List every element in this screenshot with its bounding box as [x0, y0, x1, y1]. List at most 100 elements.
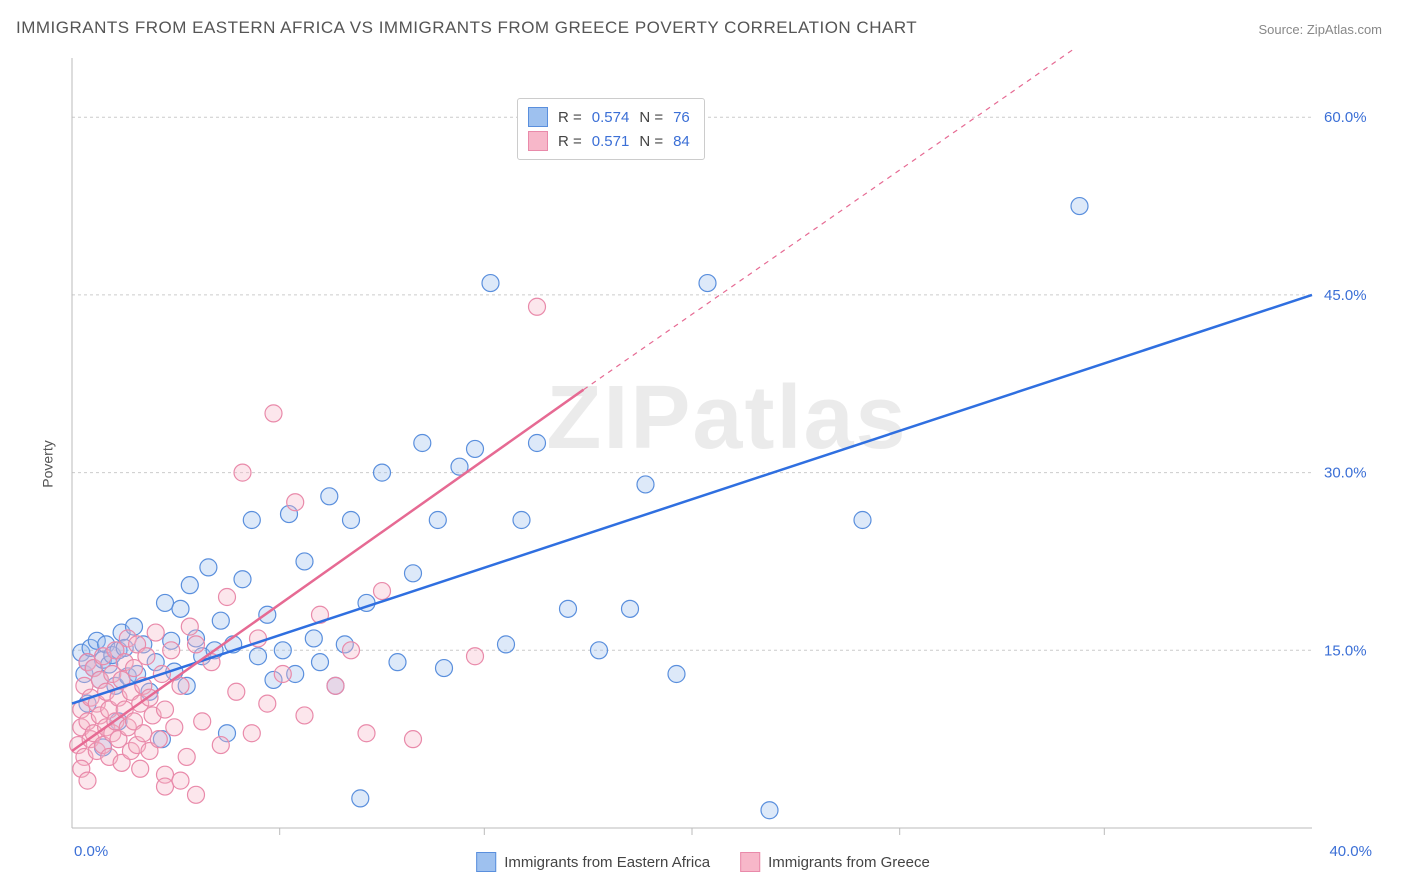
scatter-marker: [265, 405, 282, 422]
scatter-points: [70, 198, 1088, 819]
scatter-marker: [513, 512, 530, 529]
scatter-marker: [243, 512, 260, 529]
scatter-marker: [212, 612, 229, 629]
scatter-marker: [482, 275, 499, 292]
scatter-marker: [200, 559, 217, 576]
scatter-marker: [135, 725, 152, 742]
scatter-marker: [429, 512, 446, 529]
scatter-marker: [147, 624, 164, 641]
swatch-bottom-1: [476, 852, 496, 872]
svg-text:30.0%: 30.0%: [1324, 465, 1367, 482]
swatch-series-2: [528, 131, 548, 151]
scatter-marker: [234, 571, 251, 588]
scatter-marker: [560, 600, 577, 617]
scatter-marker: [343, 512, 360, 529]
scatter-marker: [166, 719, 183, 736]
legend-label-1: Immigrants from Eastern Africa: [504, 854, 710, 871]
scatter-marker: [699, 275, 716, 292]
scatter-marker: [498, 636, 515, 653]
scatter-marker: [194, 713, 211, 730]
scatter-marker: [1071, 198, 1088, 215]
svg-text:0.0%: 0.0%: [74, 843, 108, 860]
scatter-marker: [138, 648, 155, 665]
svg-text:15.0%: 15.0%: [1324, 642, 1367, 659]
trend-line: [72, 390, 584, 751]
chart-container: Poverty ZIPatlas 15.0% 30.0% 45.0% 60.0% 0.0…: [12, 48, 1394, 880]
scatter-marker: [374, 464, 391, 481]
swatch-bottom-2: [740, 852, 760, 872]
tick-labels: 15.0% 30.0% 45.0% 60.0% 0.0% 40.0%: [74, 109, 1372, 860]
svg-text:45.0%: 45.0%: [1324, 287, 1367, 304]
scatter-marker: [637, 476, 654, 493]
scatter-marker: [212, 737, 229, 754]
scatter-marker: [296, 553, 313, 570]
r-value-2: 0.571: [592, 133, 630, 150]
watermark: ZIPatlas: [546, 368, 907, 468]
scatter-marker: [181, 577, 198, 594]
scatter-marker: [358, 725, 375, 742]
scatter-marker: [389, 654, 406, 671]
scatter-marker: [243, 725, 260, 742]
scatter-marker: [414, 435, 431, 452]
scatter-marker: [467, 648, 484, 665]
scatter-marker: [312, 654, 329, 671]
svg-text:60.0%: 60.0%: [1324, 109, 1367, 126]
scatter-marker: [228, 683, 245, 700]
stats-legend-row-2: R = 0.571 N = 84: [528, 129, 690, 153]
scatter-marker: [163, 642, 180, 659]
scatter-marker: [352, 790, 369, 807]
swatch-series-1: [528, 107, 548, 127]
scatter-marker: [234, 464, 251, 481]
scatter-marker: [250, 648, 267, 665]
scatter-marker: [157, 701, 174, 718]
scatter-marker: [321, 488, 338, 505]
scatter-marker: [529, 435, 546, 452]
scatter-marker: [219, 589, 236, 606]
scatter-marker: [622, 600, 639, 617]
scatter-marker: [467, 440, 484, 457]
y-axis-label: Poverty: [40, 440, 56, 487]
scatter-marker: [172, 600, 189, 617]
n-label: N =: [639, 109, 663, 126]
scatter-marker: [405, 731, 422, 748]
scatter-marker: [178, 748, 195, 765]
scatter-marker: [157, 778, 174, 795]
n-value-1: 76: [673, 109, 690, 126]
scatter-marker: [274, 666, 291, 683]
scatter-marker: [150, 731, 167, 748]
scatter-marker: [305, 630, 322, 647]
scatter-marker: [79, 772, 96, 789]
scatter-marker: [274, 642, 291, 659]
scatter-marker: [296, 707, 313, 724]
scatter-marker: [405, 565, 422, 582]
n-value-2: 84: [673, 133, 690, 150]
legend-item-1: Immigrants from Eastern Africa: [476, 852, 710, 872]
r-label: R =: [558, 133, 582, 150]
scatter-marker: [761, 802, 778, 819]
r-value-1: 0.574: [592, 109, 630, 126]
scatter-marker: [436, 660, 453, 677]
source-attribution: Source: ZipAtlas.com: [1258, 22, 1382, 37]
trend-line: [72, 295, 1312, 704]
scatter-marker: [343, 642, 360, 659]
svg-text:40.0%: 40.0%: [1329, 843, 1372, 860]
scatter-marker: [172, 772, 189, 789]
scatter-marker: [181, 618, 198, 635]
scatter-marker: [188, 636, 205, 653]
scatter-marker: [259, 695, 276, 712]
scatter-marker: [374, 583, 391, 600]
r-label: R =: [558, 109, 582, 126]
n-label: N =: [639, 133, 663, 150]
stats-legend: R = 0.574 N = 76 R = 0.571 N = 84: [517, 98, 705, 160]
scatter-marker: [591, 642, 608, 659]
scatter-marker: [132, 760, 149, 777]
legend-label-2: Immigrants from Greece: [768, 854, 930, 871]
scatter-marker: [327, 677, 344, 694]
scatter-chart: ZIPatlas 15.0% 30.0% 45.0% 60.0% 0.0% 40.0%: [62, 48, 1392, 868]
series-legend: Immigrants from Eastern Africa Immigrant…: [476, 852, 930, 872]
scatter-marker: [854, 512, 871, 529]
scatter-marker: [529, 298, 546, 315]
scatter-marker: [188, 786, 205, 803]
scatter-marker: [287, 494, 304, 511]
scatter-marker: [668, 666, 685, 683]
